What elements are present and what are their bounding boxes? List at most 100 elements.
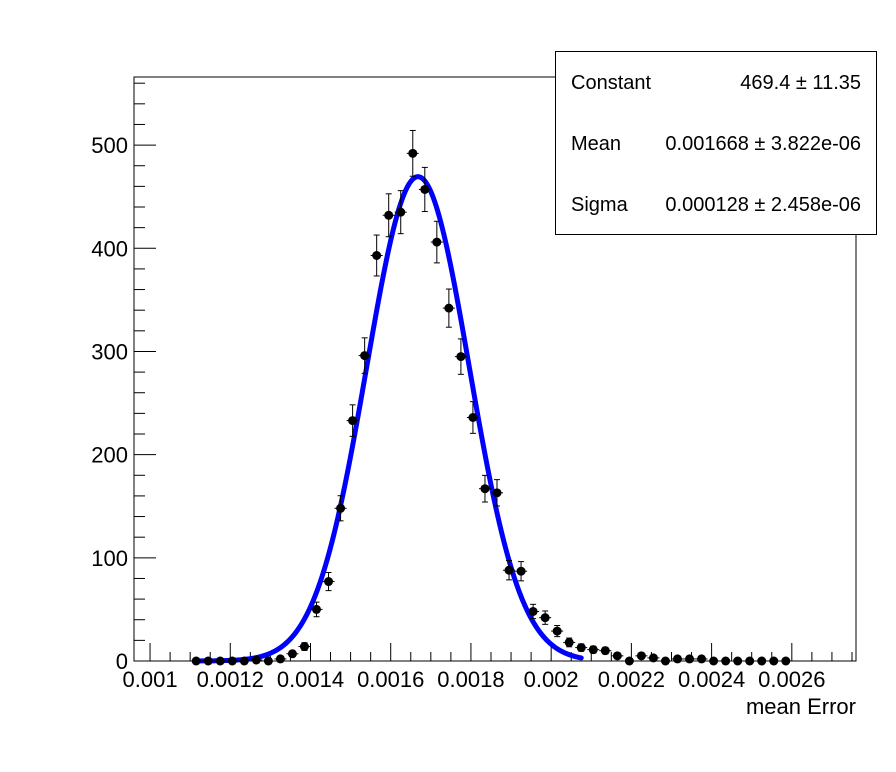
data-point: [310, 601, 323, 618]
point-marker: [444, 303, 454, 313]
point-marker: [745, 656, 755, 666]
data-point: [406, 129, 419, 177]
data-point: [190, 656, 203, 666]
point-marker: [492, 488, 502, 498]
data-point: [478, 474, 491, 503]
data-point: [743, 656, 756, 666]
data-point: [214, 656, 227, 666]
data-point: [563, 637, 576, 648]
point-marker: [552, 626, 562, 636]
point-marker: [540, 613, 550, 623]
point-marker: [648, 653, 658, 663]
point-marker: [396, 207, 406, 217]
data-point: [503, 560, 516, 581]
point-marker: [384, 210, 394, 220]
x-tick-label: 0.001: [123, 667, 178, 692]
data-point: [334, 495, 347, 522]
data-point: [490, 479, 504, 507]
data-point: [238, 656, 251, 666]
data-point: [226, 656, 239, 666]
data-point: [370, 234, 383, 277]
data-point: [539, 610, 552, 625]
y-tick-label: 100: [91, 546, 128, 571]
data-point: [767, 656, 780, 666]
data-point: [298, 642, 311, 652]
y-tick-label: 0: [116, 649, 128, 674]
y-tick-label: 500: [91, 133, 128, 158]
axis-tick-labels: 0.001 0.0012 0.0014 0.0016 0.0018 0.002 0.0022…: [91, 133, 825, 692]
data-point: [202, 656, 215, 666]
point-marker: [432, 237, 442, 247]
point-marker: [251, 655, 261, 665]
point-marker: [709, 656, 719, 666]
plot-frame: [133, 76, 857, 662]
stat-row-mean: Mean 0.001668 ± 3.822e-06: [571, 133, 861, 159]
point-marker: [324, 577, 334, 587]
y-tick-label: 400: [91, 236, 128, 261]
point-marker: [191, 656, 201, 666]
stat-name: Mean: [571, 133, 622, 155]
data-point: [322, 571, 335, 592]
point-marker: [576, 643, 586, 653]
data-point: [418, 166, 431, 213]
point-marker: [468, 412, 478, 422]
point-marker: [203, 656, 213, 666]
point-marker: [600, 646, 610, 656]
data-point: [707, 656, 720, 666]
data-point: [719, 656, 732, 666]
x-tick-label: 0.0026: [758, 667, 825, 692]
data-point: [274, 654, 287, 664]
point-marker: [660, 656, 670, 666]
data-point: [611, 651, 624, 661]
data-point: [779, 656, 792, 666]
data-point: [695, 654, 708, 664]
data-point: [442, 288, 455, 328]
data-point: [683, 654, 696, 664]
stat-row-constant: Constant 469.4 ± 11.35: [571, 72, 861, 98]
data-point: [671, 654, 684, 664]
data-point: [454, 338, 467, 375]
point-marker: [420, 184, 430, 194]
point-marker: [312, 604, 322, 614]
point-marker: [757, 656, 767, 666]
data-point: [466, 401, 479, 434]
data-point: [587, 645, 600, 655]
point-marker: [733, 656, 743, 666]
point-marker: [781, 656, 791, 666]
x-tick-label: 0.0014: [277, 667, 344, 692]
point-marker: [299, 642, 309, 652]
point-marker: [673, 654, 683, 664]
point-marker: [504, 565, 514, 575]
point-marker: [516, 566, 526, 576]
data-point: [346, 404, 359, 437]
point-marker: [263, 656, 273, 666]
data-point: [623, 656, 636, 666]
x-tick-label: 0.0016: [357, 667, 424, 692]
data-point: [575, 643, 588, 653]
point-marker: [588, 645, 598, 655]
gaussian-fit: [193, 174, 584, 664]
x-tick-label: 0.0018: [437, 667, 504, 692]
data-point: [635, 651, 648, 661]
stat-name: Sigma: [571, 194, 628, 216]
point-marker: [624, 656, 634, 666]
data-point: [551, 625, 564, 638]
x-tick-label: 0.0012: [197, 667, 264, 692]
stat-row-sigma: Sigma 0.000128 ± 2.458e-06: [571, 194, 861, 220]
y-tick-label: 200: [91, 443, 128, 468]
point-marker: [336, 503, 346, 513]
fit-stats-box: Constant 469.4 ± 11.35 Mean 0.001668 ± 3…: [555, 51, 877, 235]
data-point: [382, 193, 395, 238]
stat-value: 469.4 ± 11.35: [740, 72, 861, 94]
point-marker: [564, 637, 574, 647]
point-marker: [275, 654, 285, 664]
point-marker: [528, 606, 538, 616]
x-tick-label: 0.0022: [598, 667, 665, 692]
point-marker: [769, 656, 779, 666]
data-point: [527, 603, 540, 620]
data-point: [250, 655, 263, 665]
data-point: [394, 190, 407, 235]
point-marker: [456, 352, 466, 362]
point-marker: [636, 651, 646, 661]
